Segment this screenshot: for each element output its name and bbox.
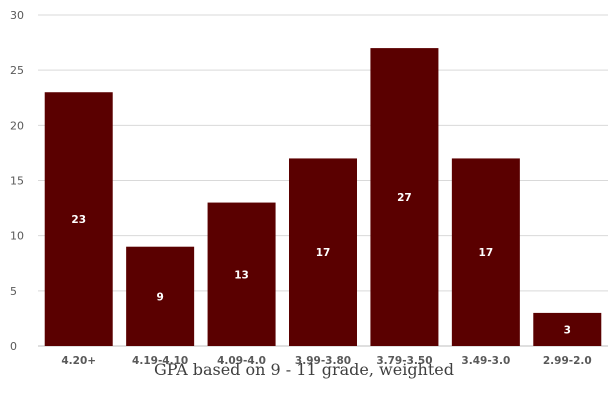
y-tick-label: 0 [10,340,17,353]
y-tick-label: 10 [10,230,24,243]
x-tick-label: 4.19-4.10 [132,355,188,367]
bar [207,202,276,346]
bars [44,48,602,346]
y-tick-label: 5 [10,285,17,298]
x-tick-label: 4.09-4.0 [217,355,266,367]
x-tick-label: 2.99-2.0 [543,355,592,367]
x-tick-label: 3.79-3.50 [376,355,432,367]
data-labels: 23 9 13 17 27 17 3 [71,192,571,336]
bar [289,158,357,346]
data-label: 23 [71,214,86,226]
x-tick-label: 3.99-3.80 [295,355,351,367]
y-tick-label: 30 [10,9,24,22]
bar [451,158,520,346]
x-tick-label: 3.49-3.0 [461,355,510,367]
y-axis-tick-labels: 0 5 10 15 20 25 30 [10,9,24,353]
data-label: 17 [479,247,494,259]
bar [370,48,439,346]
data-label: 17 [316,247,331,259]
bar [44,92,113,346]
y-tick-label: 20 [10,119,24,132]
y-tick-label: 25 [10,64,24,77]
x-axis-tick-labels: 4.20+ 4.19-4.10 4.09-4.0 3.99-3.80 3.79-3.50… [61,355,591,367]
data-label: 9 [156,291,163,303]
x-tick-label: 4.20+ [61,355,96,367]
data-label: 13 [234,269,249,281]
data-label: 3 [564,324,571,336]
data-label: 27 [397,192,412,204]
bar [533,312,602,346]
x-axis-title: GPA based on 9 - 11 grade, weighted [153,360,454,379]
y-tick-label: 15 [10,175,24,188]
bar [126,246,195,346]
